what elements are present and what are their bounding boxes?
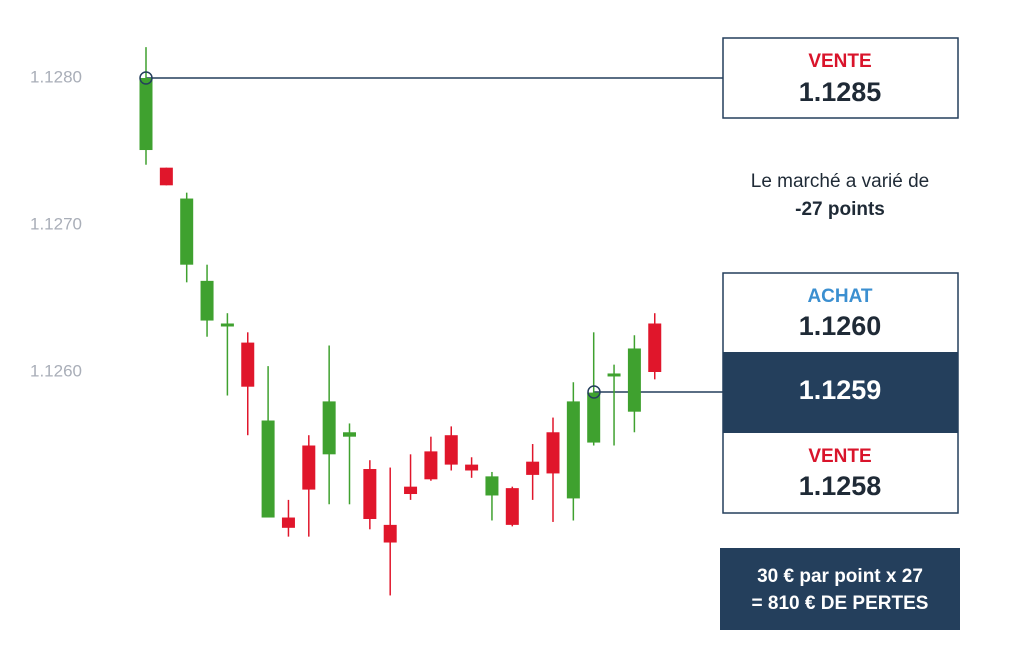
mid-price: 1.1259 — [799, 375, 882, 405]
candle-body — [404, 486, 418, 495]
y-tick-label: 1.1280 — [30, 67, 82, 86]
entry-price: 1.1285 — [799, 77, 882, 107]
change-text: Le marché a varié de — [751, 171, 930, 192]
buy-price: 1.1260 — [799, 311, 882, 341]
candle-body — [566, 401, 580, 499]
result-box — [720, 548, 960, 630]
candle-body — [261, 420, 275, 518]
candle-body — [546, 432, 560, 474]
y-tick-label: 1.1270 — [30, 214, 82, 233]
entry-label: VENTE — [808, 51, 871, 72]
candle-body — [383, 524, 397, 543]
result-line: 30 € par point x 27 — [757, 566, 923, 587]
candle-body — [159, 167, 173, 186]
candle-body — [465, 464, 479, 471]
result-line: = 810 € DE PERTES — [752, 593, 929, 614]
candle-body — [241, 342, 255, 387]
candle-body — [648, 323, 662, 372]
marker — [587, 385, 601, 399]
candle-body — [322, 401, 336, 455]
candle-body — [444, 435, 458, 465]
change-points: -27 points — [795, 199, 885, 220]
buy-label: ACHAT — [807, 286, 872, 307]
candle-body — [627, 348, 641, 412]
entry-box — [722, 37, 959, 119]
candle-body — [485, 476, 499, 496]
candle-body — [424, 451, 438, 480]
sell-price: 1.1258 — [799, 471, 882, 501]
candle-body — [139, 78, 153, 151]
candle-body — [363, 469, 377, 519]
candle-body — [505, 488, 519, 525]
y-tick-label: 1.1260 — [30, 361, 82, 380]
candle-body — [343, 432, 356, 437]
marker — [139, 71, 153, 85]
sell-label: VENTE — [808, 446, 871, 467]
candle-body — [302, 445, 316, 490]
candle-body — [587, 392, 601, 443]
candle-body — [200, 280, 214, 321]
candle-body — [526, 461, 540, 475]
candle-body — [220, 323, 234, 327]
mid-box — [723, 352, 958, 433]
candle-body — [281, 517, 295, 528]
candle-body — [180, 198, 194, 265]
candle-body — [607, 373, 621, 377]
